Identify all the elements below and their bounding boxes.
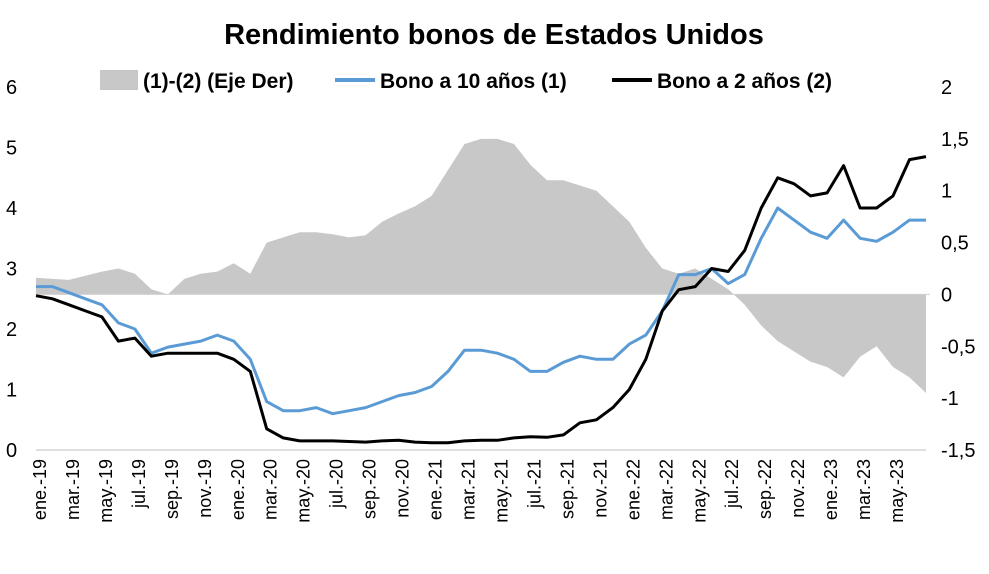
- x-tick-label: ene.-20: [228, 459, 248, 520]
- y-left-tick-label: 4: [6, 198, 17, 220]
- x-tick-label: mar.-23: [854, 459, 874, 520]
- y-right-tick-label: 0: [941, 284, 952, 306]
- y-left-tick-label: 2: [6, 319, 17, 341]
- x-tick-label: ene.-19: [30, 459, 50, 520]
- chart-title: Rendimiento bonos de Estados Unidos: [224, 19, 764, 51]
- x-tick-label: may.-19: [96, 459, 116, 523]
- x-tick-label: may.-21: [492, 459, 512, 523]
- y-right-tick-label: 2: [941, 77, 952, 99]
- legend: (1)-(2) (Eje Der) Bono a 10 años (1) Bon…: [100, 70, 832, 93]
- y-right-tick-label: 1,5: [941, 129, 969, 151]
- x-tick-label: mar.-20: [261, 459, 281, 520]
- y-left-tick-label: 0: [6, 440, 17, 462]
- y-right-tick-label: 1: [941, 181, 952, 203]
- series-line-1: [36, 206, 926, 416]
- x-tick-label: may.-20: [294, 459, 314, 523]
- axes: 0 1 2 3 4 5 6 -1,5 -1 -0,5 0 0,5 1 1,5 2 ene.-19 mar.-19…: [6, 77, 975, 523]
- x-tick-label: nov.-20: [393, 459, 413, 518]
- y-right-tick-label: -0,5: [941, 336, 975, 358]
- plot-area: [35, 138, 930, 445]
- y-left-tick-label: 5: [6, 138, 17, 160]
- y-right-tick-label: -1: [941, 388, 959, 410]
- x-tick-label: sep.-19: [162, 459, 182, 519]
- legend-label-area: (1)-(2) (Eje Der): [143, 70, 294, 93]
- x-tick-label: jul.-20: [327, 459, 347, 509]
- x-tick-label: nov.-19: [195, 459, 215, 518]
- x-tick-label: nov.-22: [788, 459, 808, 518]
- x-tick-label: mar.-21: [459, 459, 479, 520]
- x-tick-label: sep.-22: [755, 459, 775, 519]
- x-tick-label: jul.-19: [129, 459, 149, 509]
- x-tick-label: may.-22: [689, 459, 709, 523]
- x-tick-label: sep.-21: [557, 459, 577, 519]
- y-right-tick-label: -1,5: [941, 440, 975, 462]
- x-tick-label: nov.-21: [590, 459, 610, 518]
- y-right-tick-label: 0,5: [941, 233, 969, 255]
- legend-label-2y: Bono a 2 años (2): [657, 70, 832, 93]
- x-tick-label: jul.-21: [524, 459, 544, 509]
- y-left-tick-label: 1: [6, 380, 17, 402]
- x-tick-label: may.-23: [887, 459, 907, 523]
- series-line-2: [35, 155, 927, 445]
- legend-swatch-area: [100, 70, 138, 90]
- x-tick-label: ene.-23: [821, 459, 841, 520]
- y-left-tick-label: 3: [6, 259, 17, 281]
- y-left-tick-label: 6: [6, 77, 17, 99]
- x-tick-label: ene.-22: [623, 459, 643, 520]
- x-tick-label: sep.-20: [360, 459, 380, 519]
- x-tick-label: jul.-22: [722, 459, 742, 509]
- x-tick-label: mar.-19: [63, 459, 83, 520]
- legend-label-10y: Bono a 10 años (1): [380, 70, 567, 93]
- x-tick-label: mar.-22: [656, 459, 676, 520]
- series-area-spread: [36, 138, 926, 393]
- x-tick-label: ene.-21: [426, 459, 446, 520]
